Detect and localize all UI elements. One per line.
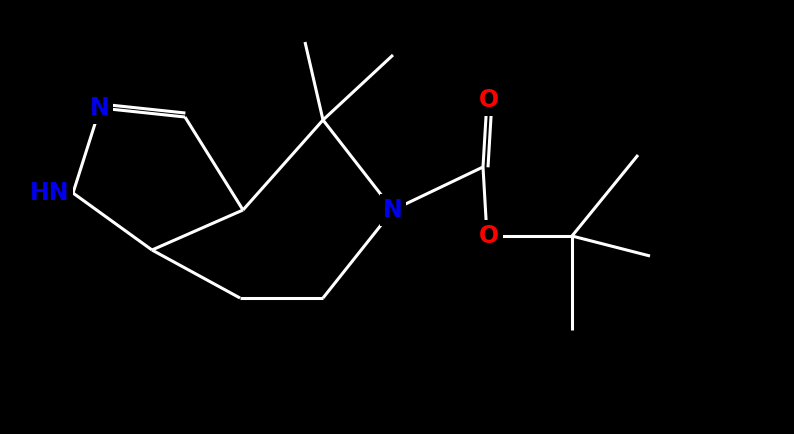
Text: HN: HN xyxy=(29,181,69,205)
Text: O: O xyxy=(479,224,499,248)
Text: O: O xyxy=(479,88,499,112)
Text: N: N xyxy=(384,198,403,222)
Text: N: N xyxy=(91,96,110,120)
